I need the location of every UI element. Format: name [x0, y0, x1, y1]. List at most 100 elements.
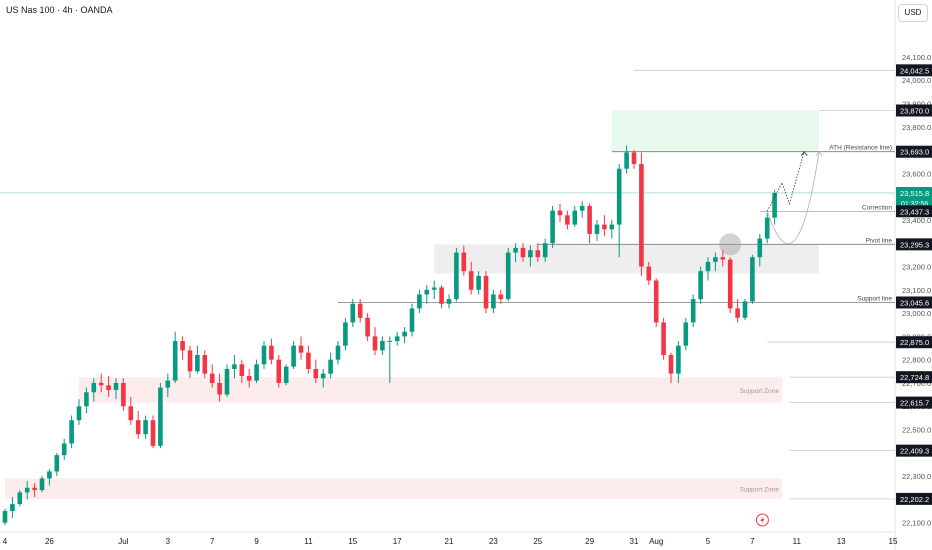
- candle-body: [394, 336, 400, 342]
- zone: [79, 377, 782, 403]
- candle-body: [542, 243, 548, 258]
- x-tick-label: 15: [348, 537, 357, 546]
- level-label: Pivot line: [866, 237, 893, 244]
- candle-body: [587, 205, 592, 234]
- y-tick-label: 23,200.0: [902, 263, 931, 272]
- candle-body: [217, 382, 222, 395]
- candle-body: [10, 504, 15, 512]
- candle-body: [32, 487, 37, 491]
- y-tick-label: 23,600.0: [902, 169, 931, 178]
- candle-body: [498, 294, 504, 300]
- candle-body: [520, 247, 526, 258]
- candle-body: [409, 308, 415, 332]
- candle-body: [298, 345, 304, 353]
- candle-body: [505, 252, 511, 300]
- candle-body: [468, 271, 474, 290]
- projection-path-curve: [766, 151, 820, 245]
- currency-button[interactable]: USD: [898, 4, 928, 22]
- y-tick-label: 23,800.0: [902, 123, 931, 132]
- current-price-label: 23,515.8: [900, 189, 929, 198]
- candle-body: [372, 336, 378, 351]
- candle-body: [121, 382, 126, 407]
- price-label-badge: [896, 205, 932, 218]
- candle-body: [483, 275, 489, 309]
- x-tick-label: 25: [533, 537, 542, 546]
- candle-body: [461, 252, 467, 272]
- price-label-badge: [896, 296, 932, 309]
- y-tick-label: 22,500.0: [902, 426, 931, 435]
- price-label-badge: [896, 336, 932, 349]
- level-label: Support line: [857, 295, 892, 302]
- x-tick-label: 3: [166, 537, 171, 546]
- price-label: 23,870.0: [900, 106, 929, 115]
- candle-body: [698, 271, 703, 300]
- candle-body: [417, 294, 422, 309]
- candle-body: [750, 257, 755, 302]
- zone-label: Support Zone: [740, 487, 780, 494]
- candle-body: [158, 387, 163, 446]
- x-tick-label: 7: [210, 537, 215, 546]
- candle-body: [17, 492, 23, 505]
- candle-body: [676, 345, 681, 374]
- candle-body: [764, 217, 770, 239]
- candle-body: [224, 368, 230, 395]
- y-tick-label: 24,100.0: [902, 53, 931, 62]
- candle-body: [357, 303, 363, 318]
- price-label-badge: [896, 444, 932, 457]
- candle-body: [84, 392, 89, 407]
- candle-body: [328, 359, 333, 374]
- candle-body: [720, 257, 726, 260]
- projection-arrowhead: [800, 151, 808, 156]
- price-label-badge: [896, 145, 932, 158]
- candle-body: [320, 373, 326, 379]
- candle-body: [683, 322, 689, 346]
- candle-body: [313, 368, 319, 379]
- candle-body: [291, 345, 296, 367]
- x-tick-label: 31: [630, 537, 639, 546]
- candle-body: [306, 352, 311, 369]
- candle-body: [254, 364, 259, 381]
- candle-body: [165, 380, 171, 388]
- y-tick-label: 22,800.0: [902, 356, 931, 365]
- price-label: 23,437.3: [900, 207, 929, 216]
- candle-body: [150, 420, 156, 446]
- candle-body: [276, 359, 282, 383]
- candle-body: [172, 341, 178, 381]
- candle-body: [772, 192, 777, 218]
- candle-body: [646, 266, 652, 281]
- price-label: 23,295.3: [900, 240, 929, 249]
- candle-body: [39, 478, 45, 491]
- price-label-badge: [896, 104, 932, 117]
- candle-body: [195, 355, 200, 372]
- candle-body: [565, 215, 570, 225]
- x-tick-label: 26: [45, 537, 54, 546]
- y-tick-label: 23,100.0: [902, 286, 931, 295]
- candle-body: [246, 375, 252, 381]
- candle-body: [454, 252, 459, 300]
- candle-body: [631, 152, 637, 165]
- candle-body: [69, 420, 74, 444]
- zone: [5, 478, 782, 499]
- price-label-badge: [896, 396, 932, 409]
- candle-body: [239, 364, 245, 376]
- candle-body: [705, 261, 711, 272]
- y-tick-label: 23,900.0: [902, 100, 931, 109]
- candle-body: [727, 259, 733, 309]
- price-label-badge: [896, 64, 932, 77]
- candle-body: [609, 224, 615, 230]
- price-label: 22,409.3: [900, 447, 929, 456]
- candle-body: [616, 168, 622, 225]
- price-label: 23,045.6: [900, 298, 929, 307]
- y-tick-label: 22,300.0: [902, 472, 931, 481]
- countdown-label: 01:32:56: [901, 201, 928, 208]
- candle-body: [757, 238, 763, 258]
- lightning-icon: [760, 516, 765, 524]
- candle-body: [269, 345, 274, 360]
- zone-label: Support Zone: [740, 388, 780, 395]
- x-tick-label: 21: [445, 537, 454, 546]
- y-tick-label: 22,700.0: [902, 379, 931, 388]
- candle-body: [387, 341, 393, 343]
- x-tick-label: 11: [793, 537, 802, 546]
- zone: [611, 110, 819, 152]
